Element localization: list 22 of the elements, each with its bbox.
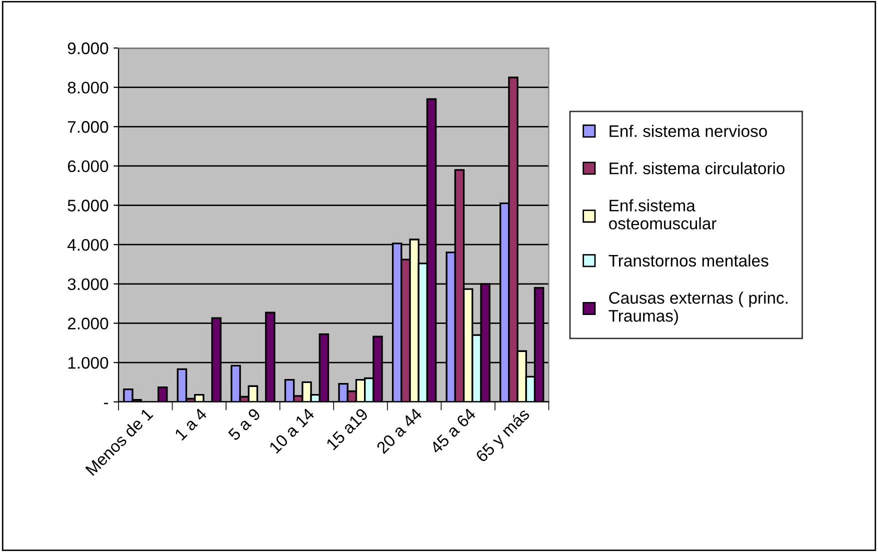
y-tick-label: 4.000	[67, 239, 108, 251]
x-tick-label: 45 a 64	[429, 407, 476, 454]
y-tick-label: 5.000	[68, 200, 108, 212]
legend-label: Enf. sistema circulatorio	[610, 162, 785, 174]
legend-label: Enf. sistema nervioso	[610, 124, 767, 138]
x-tick-label: 15 a19	[326, 408, 369, 451]
y-tick-label: 9.000	[68, 42, 108, 54]
x-tick-label: 1 a 4	[174, 407, 208, 441]
x-tick-label: 20 a 44	[376, 407, 423, 454]
y-tick-label: 2.000	[68, 318, 108, 330]
legend-label: Enf.sistema osteomuscular	[609, 199, 716, 230]
legend-label: Transtornos mentales	[608, 254, 768, 267]
y-tick-label: 1.000	[68, 356, 108, 369]
legend-label: Causas externas ( princ. Traumas)	[608, 292, 788, 326]
y-tick-label: -	[104, 402, 108, 404]
y-tick-label: 3.000	[68, 278, 108, 290]
y-tick-label: 8.000	[68, 82, 108, 94]
x-tick-label: 10 a 14	[268, 407, 316, 454]
y-tick-label: 7.000	[68, 121, 108, 133]
x-tick-label: 65 y más	[474, 407, 533, 466]
y-tick-label: 6.000	[68, 160, 108, 172]
x-tick-label: 5 a 9	[228, 408, 262, 442]
